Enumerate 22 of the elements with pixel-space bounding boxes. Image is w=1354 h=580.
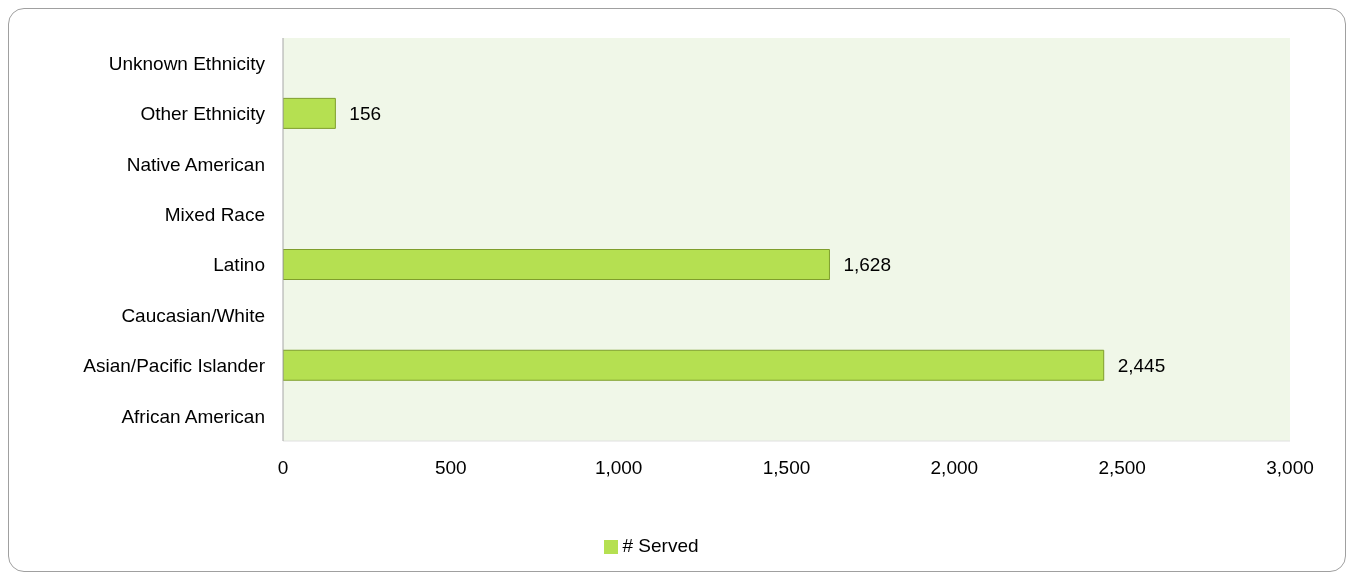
x-tick-label: 1,000 — [594, 457, 643, 479]
y-tick-label: African American — [121, 405, 265, 427]
x-tick-label: 500 — [434, 457, 467, 479]
legend-label: # Served — [622, 535, 699, 556]
x-tick-label: 0 — [277, 457, 289, 479]
bar — [283, 97, 336, 129]
x-tick-label: 1,500 — [762, 457, 811, 479]
y-tick-label: Unknown Ethnicity — [108, 52, 266, 74]
y-tick-label: Mixed Race — [164, 204, 265, 226]
y-tick-label: Caucasian/White — [121, 304, 265, 326]
x-tick-label: 2,000 — [930, 457, 979, 479]
data-label: 156 — [349, 103, 382, 125]
y-tick-label: Latino — [213, 254, 265, 276]
data-label: 2,445 — [1117, 354, 1166, 376]
y-tick-label: Native American — [126, 153, 265, 175]
x-tick-label: 2,500 — [1098, 457, 1146, 479]
bar — [283, 249, 830, 280]
data-label: 1,628 — [843, 254, 892, 276]
y-tick-label: Asian/Pacific Islander — [83, 355, 266, 377]
x-tick-label: 3,000 — [1266, 457, 1314, 479]
bar — [283, 349, 1105, 381]
y-tick-label: Other Ethnicity — [140, 103, 266, 125]
